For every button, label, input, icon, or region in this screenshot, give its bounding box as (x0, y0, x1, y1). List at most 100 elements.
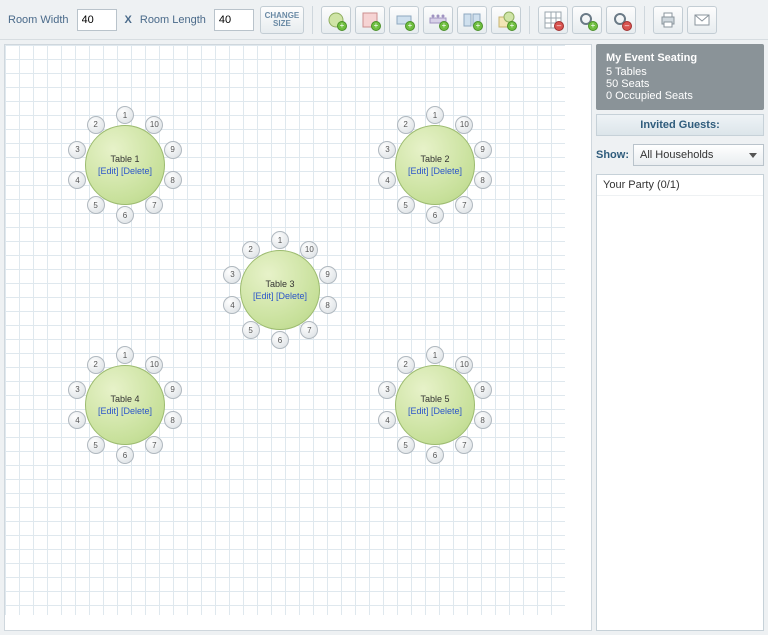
table[interactable]: Table 4[Edit] [Delete]123 45678 910 (65, 345, 185, 465)
seat[interactable]: 5 (242, 321, 260, 339)
table-links: [Edit] [Delete] (98, 406, 152, 416)
seat[interactable]: 4 (68, 171, 86, 189)
seat[interactable]: 2 (87, 116, 105, 134)
table-circle[interactable]: Table 3 [Edit] [Delete] (240, 250, 320, 330)
seat[interactable]: 5 (87, 196, 105, 214)
add-round-table-button[interactable]: + (321, 6, 351, 34)
seat[interactable]: 3 (68, 381, 86, 399)
seat[interactable]: 8 (319, 296, 337, 314)
seat[interactable]: 1 (426, 106, 444, 124)
seat[interactable]: 5 (87, 436, 105, 454)
seat[interactable]: 1 (271, 231, 289, 249)
print-button[interactable] (653, 6, 683, 34)
seat[interactable]: 10 (455, 356, 473, 374)
email-button[interactable] (687, 6, 717, 34)
seat[interactable]: 5 (397, 436, 415, 454)
seat[interactable]: 8 (164, 171, 182, 189)
table-edit-link[interactable]: [Edit] (98, 406, 119, 416)
summary-tables: 5 Tables (606, 66, 754, 78)
seat[interactable]: 6 (116, 206, 134, 224)
household-dropdown[interactable]: All Households (633, 144, 764, 166)
table-circle[interactable]: Table 4[Edit] [Delete] (85, 365, 165, 445)
table-delete-link[interactable]: [Delete] (121, 406, 152, 416)
zoom-in-button[interactable]: + (572, 6, 602, 34)
table[interactable]: Table 5 [Edit] [Delete] 123 45678 910 (375, 345, 495, 465)
seat[interactable]: 3 (68, 141, 86, 159)
table-circle[interactable]: Table 2[Edit] [Delete] (395, 125, 475, 205)
seat[interactable]: 7 (455, 436, 473, 454)
seat[interactable]: 6 (271, 331, 289, 349)
room-width-input[interactable] (77, 9, 117, 31)
table-name: Table 5 (420, 394, 449, 404)
room-length-input[interactable] (214, 9, 254, 31)
seat[interactable]: 10 (455, 116, 473, 134)
toolbar-separator (529, 6, 530, 34)
seat[interactable]: 3 (378, 381, 396, 399)
seat[interactable]: 9 (319, 266, 337, 284)
seat[interactable]: 7 (145, 436, 163, 454)
seat[interactable]: 4 (378, 411, 396, 429)
add-shape-button[interactable]: + (491, 6, 521, 34)
seat[interactable]: 1 (116, 346, 134, 364)
seat[interactable]: 10 (300, 241, 318, 259)
toggle-grid-button[interactable]: – (538, 6, 568, 34)
table-name: Table 3 (265, 279, 294, 289)
canvas-scroll[interactable]: Table 1[Edit] [Delete]12345678910Table 2… (4, 44, 592, 631)
table-circle[interactable]: Table 1[Edit] [Delete] (85, 125, 165, 205)
seat[interactable]: 6 (426, 446, 444, 464)
seat[interactable]: 8 (474, 171, 492, 189)
guest-list[interactable]: Your Party (0/1) (596, 174, 764, 631)
seat[interactable]: 6 (426, 206, 444, 224)
seat[interactable]: 10 (145, 356, 163, 374)
table-delete-link[interactable]: [Delete] (431, 166, 462, 176)
seat[interactable]: 10 (145, 116, 163, 134)
round-table-icon: + (326, 10, 346, 30)
event-summary: My Event Seating 5 Tables 50 Seats 0 Occ… (596, 44, 764, 110)
table-delete-link[interactable]: [Delete] (431, 406, 462, 416)
table-links: [Edit] [Delete] (408, 166, 462, 176)
table-circle[interactable]: Table 5 [Edit] [Delete] (395, 365, 475, 445)
seat[interactable]: 3 (223, 266, 241, 284)
seat[interactable]: 1 (116, 106, 134, 124)
seat[interactable]: 8 (474, 411, 492, 429)
seat[interactable]: 7 (455, 196, 473, 214)
seat[interactable]: 4 (378, 171, 396, 189)
change-size-button[interactable]: CHANGE SIZE (260, 6, 304, 34)
seat[interactable]: 2 (242, 241, 260, 259)
table-edit-link[interactable]: [Edit] (98, 166, 119, 176)
seat[interactable]: 2 (87, 356, 105, 374)
seat[interactable]: 1 (426, 346, 444, 364)
table[interactable]: Table 1[Edit] [Delete]123 45678 910 (65, 105, 185, 225)
seat[interactable]: 6 (116, 446, 134, 464)
seating-canvas[interactable]: Table 1[Edit] [Delete]12345678910Table 2… (5, 45, 565, 615)
seat[interactable]: 7 (145, 196, 163, 214)
seat[interactable]: 9 (474, 381, 492, 399)
seat[interactable]: 4 (68, 411, 86, 429)
zoom-out-button[interactable]: – (606, 6, 636, 34)
guest-item[interactable]: Your Party (0/1) (597, 175, 763, 196)
seat[interactable]: 2 (397, 356, 415, 374)
table-edit-link[interactable]: [Edit] (408, 166, 429, 176)
add-head-table-button[interactable]: + (423, 6, 453, 34)
table-edit-link[interactable]: [Edit] (408, 406, 429, 416)
seat[interactable]: 2 (397, 116, 415, 134)
table[interactable]: Table 2[Edit] [Delete]123 45678 910 (375, 105, 495, 225)
seat[interactable]: 9 (474, 141, 492, 159)
seat[interactable]: 3 (378, 141, 396, 159)
seat[interactable]: 9 (164, 381, 182, 399)
seat[interactable]: 8 (164, 411, 182, 429)
add-linked-tables-button[interactable]: + (457, 6, 487, 34)
email-icon (692, 10, 712, 30)
add-square-table-button[interactable]: + (355, 6, 385, 34)
table[interactable]: Table 3 [Edit] [Delete] 123 45678 910 (220, 230, 340, 350)
summary-seats: 50 Seats (606, 78, 754, 90)
table-delete-link[interactable]: [Delete] (276, 291, 307, 301)
add-rectangle-table-button[interactable]: + (389, 6, 419, 34)
seat[interactable]: 5 (397, 196, 415, 214)
table-delete-link[interactable]: [Delete] (121, 166, 152, 176)
seat[interactable]: 9 (164, 141, 182, 159)
seat[interactable]: 7 (300, 321, 318, 339)
table-edit-link[interactable]: [Edit] (253, 291, 274, 301)
rectangle-table-icon: + (394, 10, 414, 30)
seat[interactable]: 4 (223, 296, 241, 314)
